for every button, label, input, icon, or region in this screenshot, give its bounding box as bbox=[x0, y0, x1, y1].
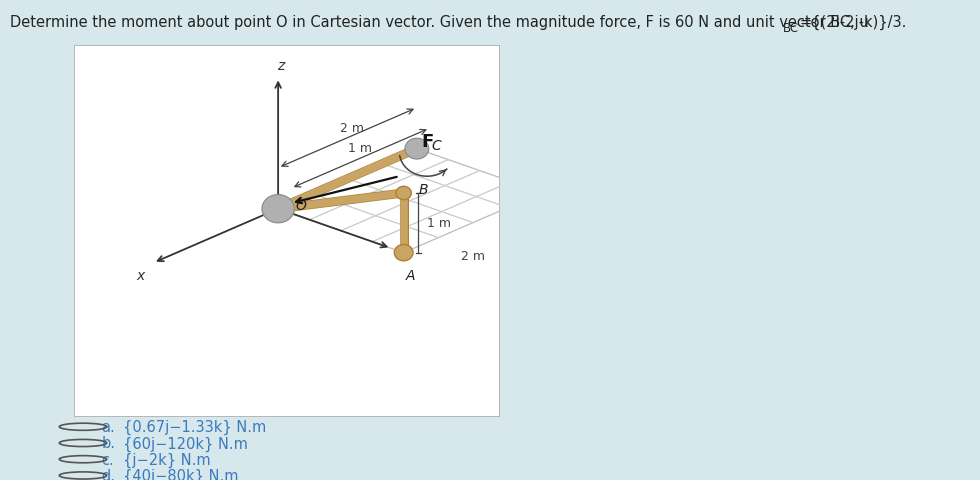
Text: C: C bbox=[432, 139, 442, 153]
Text: 2 m: 2 m bbox=[340, 122, 364, 135]
Text: A: A bbox=[406, 268, 415, 282]
Text: 1 m: 1 m bbox=[427, 217, 451, 230]
Text: {60j−120k} N.m: {60j−120k} N.m bbox=[123, 435, 248, 451]
Text: {0.67j−1.33k} N.m: {0.67j−1.33k} N.m bbox=[123, 419, 267, 434]
FancyBboxPatch shape bbox=[74, 46, 500, 418]
Text: d.: d. bbox=[102, 468, 116, 480]
Text: z: z bbox=[276, 59, 284, 73]
Text: Determine the moment about point O in Cartesian vector. Given the magnitude forc: Determine the moment about point O in Ca… bbox=[10, 15, 868, 30]
Circle shape bbox=[262, 195, 294, 223]
Text: x: x bbox=[136, 269, 145, 283]
Text: a.: a. bbox=[102, 420, 116, 434]
Text: B: B bbox=[418, 183, 428, 197]
Circle shape bbox=[405, 139, 429, 160]
Text: 2 m: 2 m bbox=[461, 249, 485, 262]
Text: BC: BC bbox=[782, 22, 799, 35]
Text: c.: c. bbox=[102, 452, 115, 467]
Text: y: y bbox=[402, 243, 410, 258]
Circle shape bbox=[396, 187, 412, 200]
Text: F: F bbox=[421, 132, 433, 151]
Text: {j−2k} N.m: {j−2k} N.m bbox=[123, 452, 211, 467]
Circle shape bbox=[394, 245, 413, 261]
Text: 1 m: 1 m bbox=[348, 142, 372, 155]
Text: O: O bbox=[295, 199, 306, 213]
Text: {40j−80k} N.m: {40j−80k} N.m bbox=[123, 468, 238, 480]
Text: b.: b. bbox=[102, 435, 116, 451]
Text: ={(2i-2j-k)}/3.: ={(2i-2j-k)}/3. bbox=[800, 15, 906, 30]
